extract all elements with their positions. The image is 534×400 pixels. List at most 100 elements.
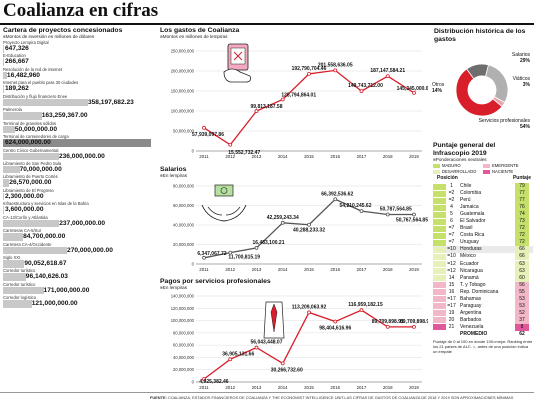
ranking-position: =2 bbox=[448, 190, 455, 197]
data-point bbox=[280, 220, 285, 225]
ranking-row: =7 Brasil 72 bbox=[433, 225, 533, 233]
pie-slice bbox=[466, 63, 489, 80]
ranking-score: 62 bbox=[515, 330, 529, 338]
ranking-score: 63 bbox=[515, 267, 529, 275]
project-name: Centro Cívico Gubernamental bbox=[3, 147, 59, 153]
y-tick-label: 60,000,000 bbox=[173, 343, 195, 348]
x-tick-label: 2015 bbox=[304, 267, 314, 272]
ranking-score: 55 bbox=[515, 288, 529, 296]
project-value: 50,000,000.00 bbox=[14, 125, 58, 133]
data-point bbox=[385, 324, 390, 329]
project-value: 2,300,000.00 bbox=[5, 192, 44, 200]
ranking-country: Barbados bbox=[460, 316, 482, 323]
ranking-position: 5 bbox=[450, 211, 453, 218]
data-point bbox=[359, 89, 364, 94]
y-tick-label: 80,000,000 bbox=[173, 330, 195, 335]
pagos-panel: Pagos por servicios profesionales En lem… bbox=[160, 278, 426, 290]
y-tick-label: 40,000,000 bbox=[173, 223, 195, 228]
ranking-country: Colombia bbox=[460, 190, 482, 197]
x-tick-label: 2019 bbox=[409, 154, 419, 159]
ranking-swatch bbox=[433, 331, 446, 338]
project-bar bbox=[3, 273, 26, 281]
x-tick-label: 2016 bbox=[330, 267, 340, 272]
slice-label: Viáticos bbox=[513, 76, 531, 82]
project-bar bbox=[3, 165, 20, 174]
data-label: 192,790,704.46 bbox=[292, 66, 327, 72]
ranking-country: Venezuela bbox=[460, 323, 484, 330]
pagos-line-chart: 0 20,000,000 40,000,000 60,000,000 80,000,00… bbox=[171, 294, 428, 391]
gastos-panel: Los gastos de Coalianza Montos en millon… bbox=[160, 27, 426, 39]
ranking-swatch bbox=[433, 190, 446, 197]
project-row: Terminal de graneles sólidos 50,000,000.0… bbox=[3, 121, 153, 134]
ranking-score: 60 bbox=[515, 274, 529, 282]
ranking-country: Ecuador bbox=[460, 260, 479, 267]
ranking-swatch bbox=[433, 282, 446, 289]
ranking-position: 6 bbox=[450, 218, 453, 225]
ranking-score: 79 bbox=[515, 183, 529, 190]
gastos-subtitle: Montos en millones de lempiras bbox=[160, 34, 426, 39]
y-tick-label: 20,000,000 bbox=[173, 242, 195, 247]
ranking-score: 76 bbox=[515, 204, 529, 212]
ranking-country: Paraguay bbox=[460, 302, 482, 309]
project-value: 3,600,000.00 bbox=[5, 206, 44, 214]
slice-percent: 14% bbox=[432, 88, 443, 94]
ranking-swatch bbox=[433, 253, 446, 260]
col-puntaje: Puntaje bbox=[512, 175, 531, 181]
project-row: Carretera CA-4/Occidente 270,000,000.00 bbox=[3, 242, 153, 255]
y-tick-label: 40,000,000 bbox=[173, 355, 195, 360]
data-point bbox=[254, 109, 259, 113]
project-row: E-Education 266,667 bbox=[3, 53, 153, 66]
project-value: 121,000,000.00 bbox=[31, 300, 78, 308]
project-row: Terminal de contenedores de carga 624,000… bbox=[3, 134, 153, 147]
ranking-legend: MADURO EMERGENTE DESARROLLADO NACIENTE bbox=[433, 162, 533, 175]
ranking-swatch bbox=[433, 268, 446, 275]
y-tick-label: 20,000,000 bbox=[173, 367, 195, 372]
data-label: 66,392,536.62 bbox=[321, 191, 353, 197]
y-tick-label: 50,000,000 bbox=[173, 129, 195, 134]
ranking-row: =7 Costa Rica 72 bbox=[433, 232, 533, 240]
legend-naciente: NACIENTE bbox=[483, 169, 513, 174]
ranking-swatch bbox=[433, 211, 446, 218]
project-name: Corredor turístico bbox=[3, 281, 36, 287]
money-hands-icon bbox=[201, 184, 247, 222]
ranking-position: =7 bbox=[448, 225, 455, 232]
ranking-swatch bbox=[433, 218, 446, 225]
project-name: Carretera CA-4/Occidente bbox=[3, 241, 52, 247]
y-tick-label: 150,000,000 bbox=[171, 89, 195, 94]
project-name: Terminal de contenedores de carga bbox=[3, 134, 69, 140]
ranking-position: 16 bbox=[448, 288, 455, 295]
projects-subtitle: Montos de inversión en millones de dólar… bbox=[3, 34, 153, 39]
ranking-score: 63 bbox=[515, 260, 529, 268]
distribucion-title: Distribución histórica de los gastos bbox=[434, 28, 526, 43]
phone-hand-icon bbox=[223, 43, 251, 83]
y-tick-label: 0 bbox=[192, 262, 195, 267]
project-bar bbox=[3, 206, 4, 214]
data-point bbox=[359, 308, 364, 313]
ranking-position: 15 bbox=[448, 281, 455, 288]
project-bar bbox=[3, 45, 4, 53]
y-tick-label: 0 bbox=[192, 149, 195, 154]
ranking-country: Jamaica bbox=[460, 204, 479, 211]
page-title: Coalianza en cifras bbox=[3, 0, 159, 21]
footer: FUENTE: COALIANZA, ESTADOS FINANCIEROS D… bbox=[0, 392, 534, 400]
ranking-score: 56 bbox=[515, 281, 529, 289]
ranking-score: 8 bbox=[515, 323, 529, 331]
y-tick-label: 100,000,000 bbox=[171, 318, 195, 323]
ranking-position: =7 bbox=[448, 232, 455, 239]
project-row: Libramiento de El Progreso 2,300,000.00 bbox=[3, 188, 153, 201]
salarios-title: Salarios bbox=[160, 166, 187, 173]
ranking-swatch bbox=[433, 239, 446, 246]
ranking-score: 77 bbox=[515, 190, 529, 198]
data-label: 30,266,732.60 bbox=[271, 367, 303, 373]
project-bar bbox=[3, 71, 7, 80]
ranking-row: 15 T. y Tobago 56 bbox=[433, 281, 533, 289]
ranking-average-row: PROMEDIO 62 bbox=[433, 330, 533, 338]
project-name: Infraestructura y servicios en Islas de … bbox=[3, 201, 89, 207]
ranking-swatch bbox=[433, 303, 446, 310]
project-value: 189,262 bbox=[5, 85, 29, 93]
data-point bbox=[202, 377, 206, 381]
y-tick-label: 80,000,000 bbox=[173, 184, 195, 189]
data-point bbox=[280, 97, 285, 102]
data-label: 149,743,712.00 bbox=[348, 83, 383, 89]
project-name: Terminal de graneles sólidos bbox=[3, 120, 57, 126]
